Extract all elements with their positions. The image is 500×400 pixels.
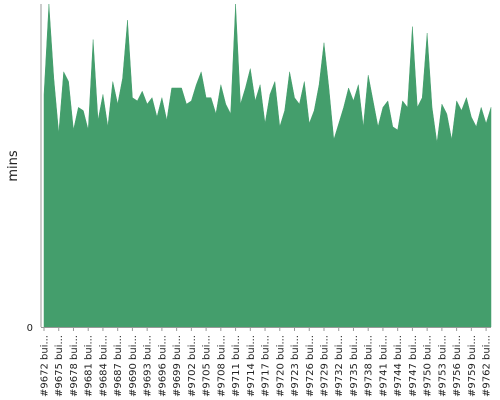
x-tick-label: #9762 bui...	[482, 335, 493, 397]
x-tick-label: #9723 bui...	[290, 335, 301, 397]
x-tick-label: #9678 bui...	[69, 335, 80, 397]
x-tick-label: #9750 bui...	[423, 335, 434, 397]
x-tick-label: #9714 bui...	[246, 335, 257, 397]
x-tick-label: #9759 bui...	[467, 335, 478, 397]
area-series	[43, 3, 492, 328]
y-axis-ticks: 0	[27, 323, 33, 334]
x-tick-label: #9699 bui...	[172, 335, 183, 397]
x-axis-ticks: #9672 bui... #9675 bui... #9678 bui... #968…	[40, 327, 493, 397]
x-tick-label: #9693 bui...	[143, 335, 154, 397]
x-tick-label: #9726 bui...	[305, 335, 316, 397]
y-axis-label: mins	[6, 150, 21, 182]
x-tick-label: #9672 bui...	[40, 335, 51, 397]
x-tick-label: #9690 bui...	[128, 335, 139, 397]
x-tick-label: #9735 bui...	[349, 335, 360, 397]
x-tick-label: #9681 bui...	[84, 335, 95, 397]
x-tick-label: #9738 bui...	[364, 335, 375, 397]
x-tick-label: #9711 bui...	[231, 335, 242, 397]
x-tick-label: #9753 bui...	[437, 335, 448, 397]
x-tick-label: #9684 bui...	[98, 335, 109, 397]
x-tick-label: #9675 bui...	[54, 335, 65, 397]
x-tick-label: #9702 bui...	[187, 335, 198, 397]
x-tick-label: #9717 bui...	[261, 335, 272, 397]
x-tick-label: #9696 bui...	[157, 335, 168, 397]
x-tick-label: #9747 bui...	[408, 335, 419, 397]
x-tick-label: #9744 bui...	[393, 335, 404, 397]
x-tick-label: #9705 bui...	[202, 335, 213, 397]
x-tick-label: #9720 bui...	[275, 335, 286, 397]
x-tick-label: #9732 bui...	[334, 335, 345, 397]
x-tick-label: #9729 bui...	[319, 335, 330, 397]
x-tick-label: #9756 bui...	[452, 335, 463, 397]
x-tick-label: #9708 bui...	[216, 335, 227, 397]
y-tick-label: 0	[27, 323, 33, 334]
x-tick-label: #9741 bui...	[378, 335, 389, 397]
x-tick-label: #9687 bui...	[113, 335, 124, 397]
